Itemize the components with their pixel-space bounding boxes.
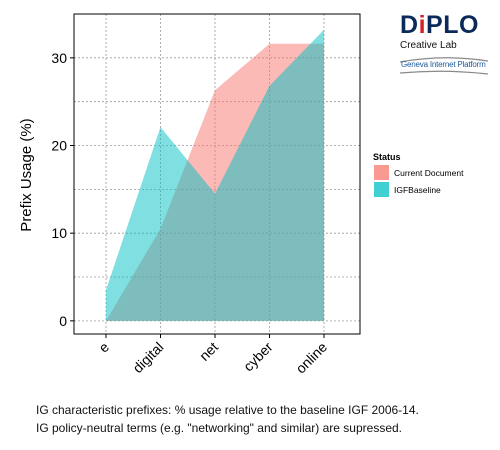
diplo-logo: DiPLO Creative Lab Geneva Internet Platf…	[398, 10, 490, 80]
area-layer	[106, 29, 324, 321]
y-tick-label: 0	[59, 313, 67, 329]
legend-title: Status	[373, 152, 401, 162]
logo-platform-text: Geneva Internet Platform	[401, 60, 486, 69]
logo-swoosh-icon	[399, 57, 489, 75]
legend: Status Current Document IGFBaseline	[373, 152, 464, 197]
y-tick-label: 30	[51, 50, 67, 66]
logo-wordmark: DiPLO	[400, 11, 479, 39]
legend-label: IGFBaseline	[394, 185, 441, 195]
y-tick-label: 20	[51, 138, 67, 154]
legend-swatch	[374, 182, 389, 197]
plot-border	[73, 13, 361, 335]
caption-line-2: IG policy-neutral terms (e.g. "networkin…	[36, 421, 402, 435]
x-tick-label: online	[292, 339, 330, 377]
y-tick-label: 10	[51, 225, 67, 241]
caption-line-1: IG characteristic prefixes: % usage rela…	[36, 403, 419, 417]
x-tick-label: e	[95, 339, 112, 356]
area-igfbaseline	[106, 29, 324, 321]
x-tick-label: digital	[129, 339, 166, 376]
legend-label: Current Document	[394, 168, 464, 178]
legend-swatch	[374, 165, 389, 180]
y-axis-title: Prefix Usage (%)	[18, 118, 35, 231]
logo-subtitle: Creative Lab	[400, 40, 457, 51]
x-tick-label: net	[196, 339, 221, 364]
x-tick-label: cyber	[240, 339, 276, 375]
